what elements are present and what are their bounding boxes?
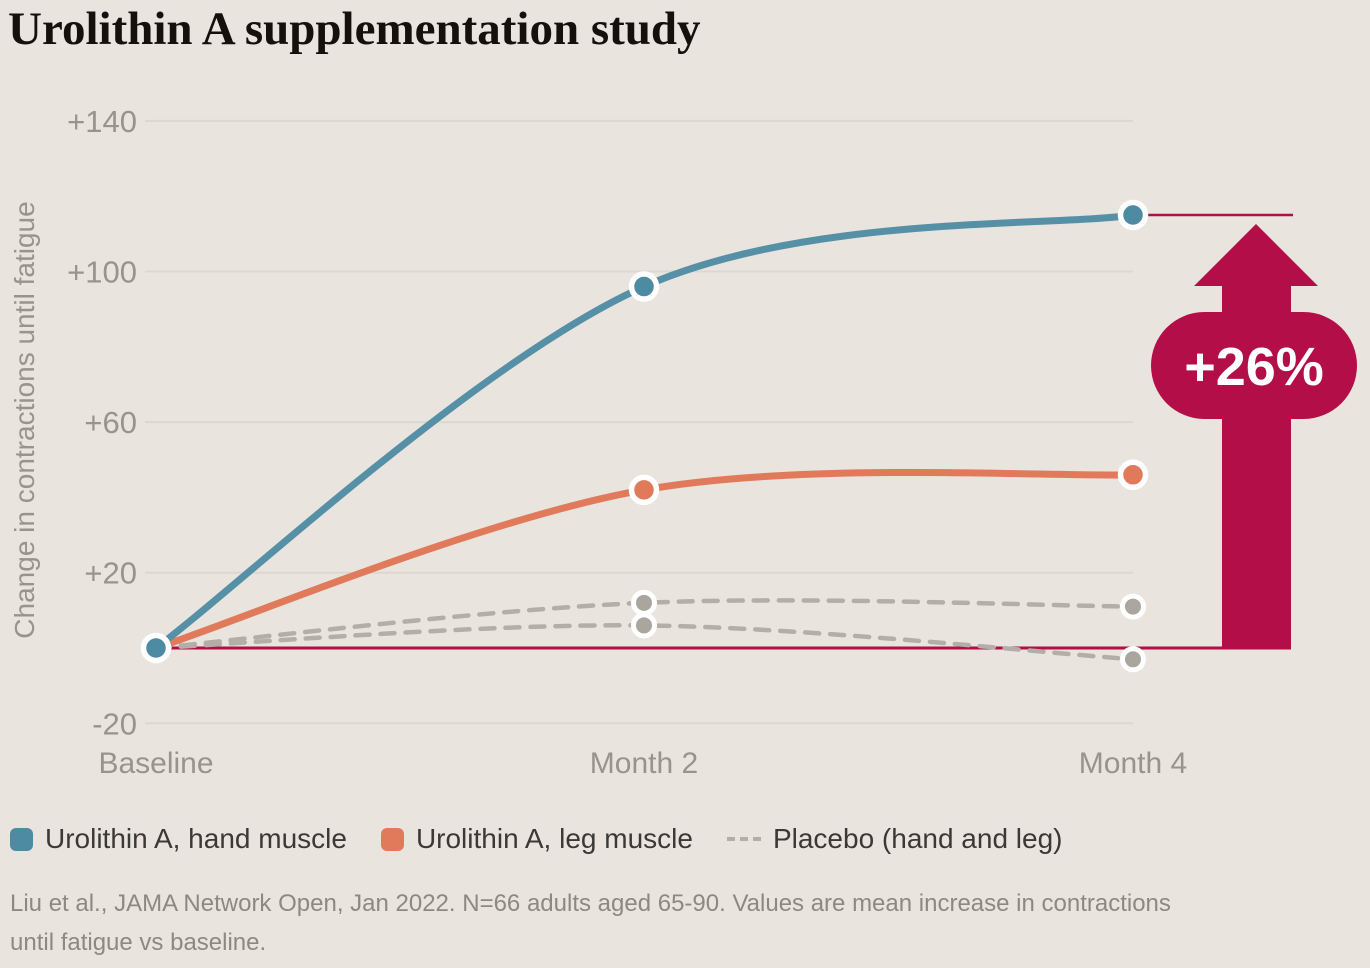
legend-item: Urolithin A, hand muscle: [10, 823, 347, 855]
data-point: [631, 612, 657, 639]
source-footnote: Liu et al., JAMA Network Open, Jan 2022.…: [10, 890, 1171, 956]
legend-label: Placebo (hand and leg): [772, 823, 1063, 854]
increase-arrow: [1194, 224, 1318, 648]
y-tick-label: +100: [67, 255, 137, 290]
legend-swatch-icon: [10, 827, 33, 851]
data-point: [628, 474, 660, 506]
x-tick-label: Month 4: [1079, 747, 1187, 780]
data-point: [1120, 646, 1146, 673]
y-tick-label: +140: [67, 104, 137, 139]
data-point: [1117, 199, 1149, 231]
data-point: [1120, 593, 1146, 620]
y-tick-label: +60: [84, 405, 137, 440]
legend-item: Urolithin A, leg muscle: [380, 823, 693, 855]
legend-swatch-icon: [380, 827, 404, 851]
y-tick-label: +20: [84, 556, 137, 591]
increase-badge: [1151, 312, 1357, 419]
x-tick-label: Baseline: [98, 747, 213, 780]
data-point: [628, 271, 660, 302]
legend-label: Urolithin A, hand muscle: [45, 823, 347, 854]
data-point: [631, 589, 657, 616]
x-tick-label: Month 2: [590, 747, 698, 780]
increase-badge-label: +26%: [1184, 337, 1324, 397]
y-axis-title: Change in contractions until fatigue: [9, 201, 40, 638]
chart-title: Urolithin A supplementation study: [8, 3, 701, 55]
y-tick-label: -20: [92, 706, 137, 741]
data-point: [1117, 459, 1149, 491]
data-point: [140, 632, 172, 664]
legend-item: Placebo (hand and leg): [726, 823, 1063, 855]
chart-legend: Urolithin A, hand muscle Urolithin A, leg…: [10, 823, 1063, 855]
legend-label: Urolithin A, leg muscle: [415, 823, 693, 854]
legend-dash-icon: [726, 837, 761, 841]
